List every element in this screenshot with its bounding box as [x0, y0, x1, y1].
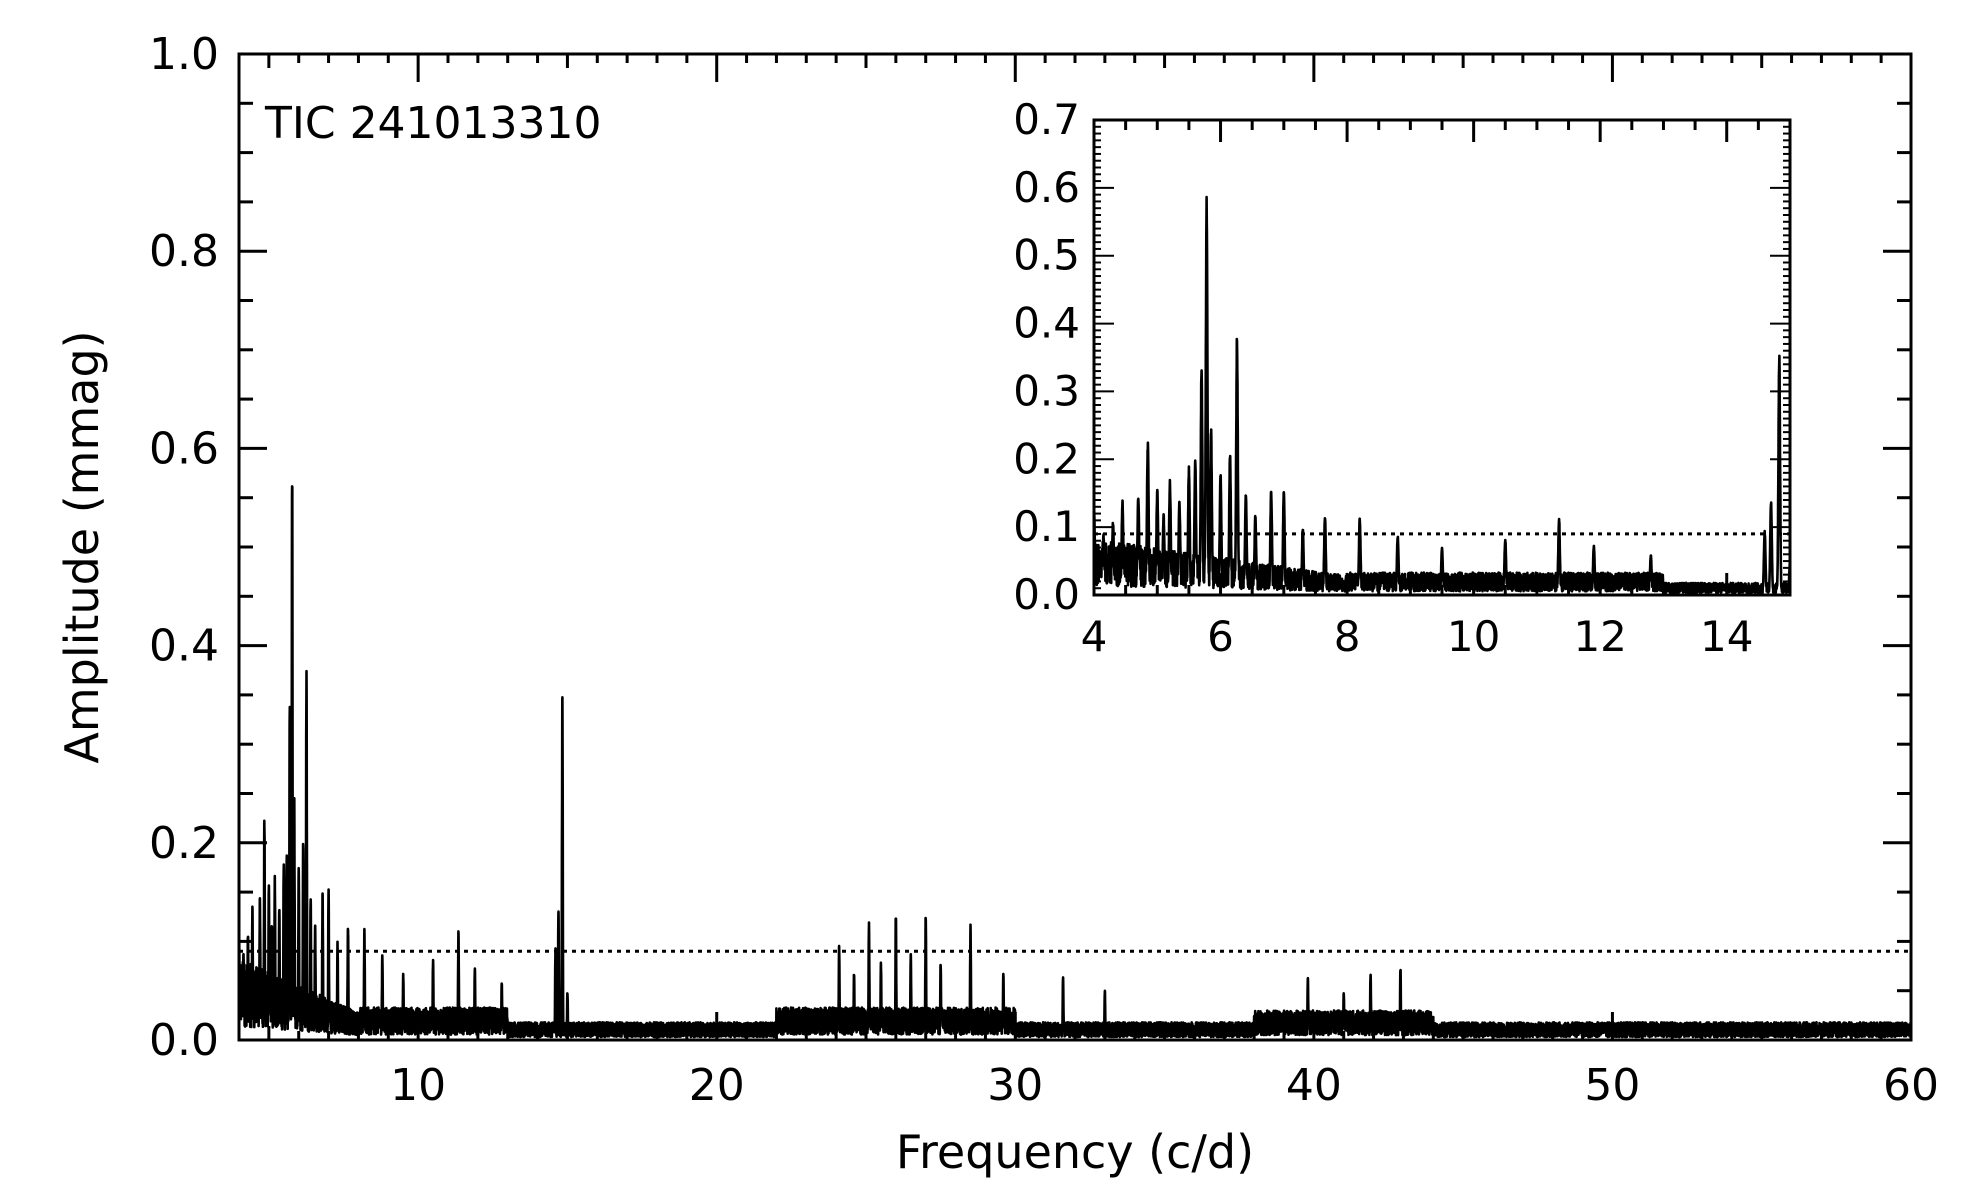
- inset-x-tick-label: 8: [1334, 612, 1361, 661]
- y-axis-title: Amplitude (mmag): [55, 330, 109, 763]
- x-tick-label: 30: [987, 1060, 1043, 1111]
- y-tick-label: 0.8: [149, 226, 219, 277]
- x-tick-label: 50: [1584, 1060, 1640, 1111]
- inset-y-tick-label: 0.6: [1013, 163, 1080, 212]
- inset-y-tick-label: 0.1: [1013, 502, 1080, 551]
- inset-y-tick-label: 0.3: [1013, 366, 1080, 415]
- x-tick-label: 10: [390, 1060, 446, 1111]
- inset-x-tick-label: 10: [1447, 612, 1500, 661]
- inset-y-tick-label: 0.0: [1013, 570, 1080, 619]
- main-axis-ticks: [239, 52, 1913, 1042]
- inset-y-tick-label: 0.4: [1013, 299, 1080, 348]
- main-plot-frame: [237, 52, 1913, 1042]
- inset-plot-frame: [1092, 118, 1792, 597]
- y-tick-label: 1.0: [149, 29, 219, 80]
- inset-y-tick-label: 0.5: [1013, 231, 1080, 280]
- inset-plot: 4 6 8 10 12 14 0.0 0.1 0.2 0.3 0.4 0.5 0.6 0.7: [964, 95, 1810, 675]
- inset-x-tick-label: 14: [1700, 612, 1753, 661]
- main-spectrum-line: [237, 485, 1913, 1039]
- main-plot: 10 20 30 40 50 60 0.0 0.2 0.4 0.6 0.8 1.0 TIC 24101…: [55, 29, 1939, 1179]
- target-id-annotation: TIC 241013310: [264, 98, 602, 149]
- x-tick-label: 20: [689, 1060, 745, 1111]
- y-tick-label: 0.4: [149, 621, 219, 672]
- y-tick-label: 0.2: [149, 818, 219, 869]
- x-tick-label: 40: [1286, 1060, 1342, 1111]
- x-tick-label: 60: [1883, 1060, 1939, 1111]
- inset-y-tick-label: 0.2: [1013, 434, 1080, 483]
- inset-y-tick-label: 0.7: [1013, 95, 1080, 144]
- inset-x-tick-label: 12: [1573, 612, 1626, 661]
- inset-x-tick-label: 4: [1081, 612, 1108, 661]
- y-tick-label: 0.6: [149, 423, 219, 474]
- x-axis-title: Frequency (c/d): [896, 1125, 1254, 1179]
- inset-spectrum-line: [1092, 195, 1792, 595]
- y-tick-label: 0.0: [149, 1015, 219, 1066]
- inset-tick-labels: 4 6 8 10 12 14 0.0 0.1 0.2 0.3 0.4 0.5 0.6 0.7: [1013, 95, 1753, 661]
- main-tick-labels: 10 20 30 40 50 60 0.0 0.2 0.4 0.6 0.8 1.0: [149, 29, 1939, 1111]
- inset-x-tick-label: 6: [1207, 612, 1234, 661]
